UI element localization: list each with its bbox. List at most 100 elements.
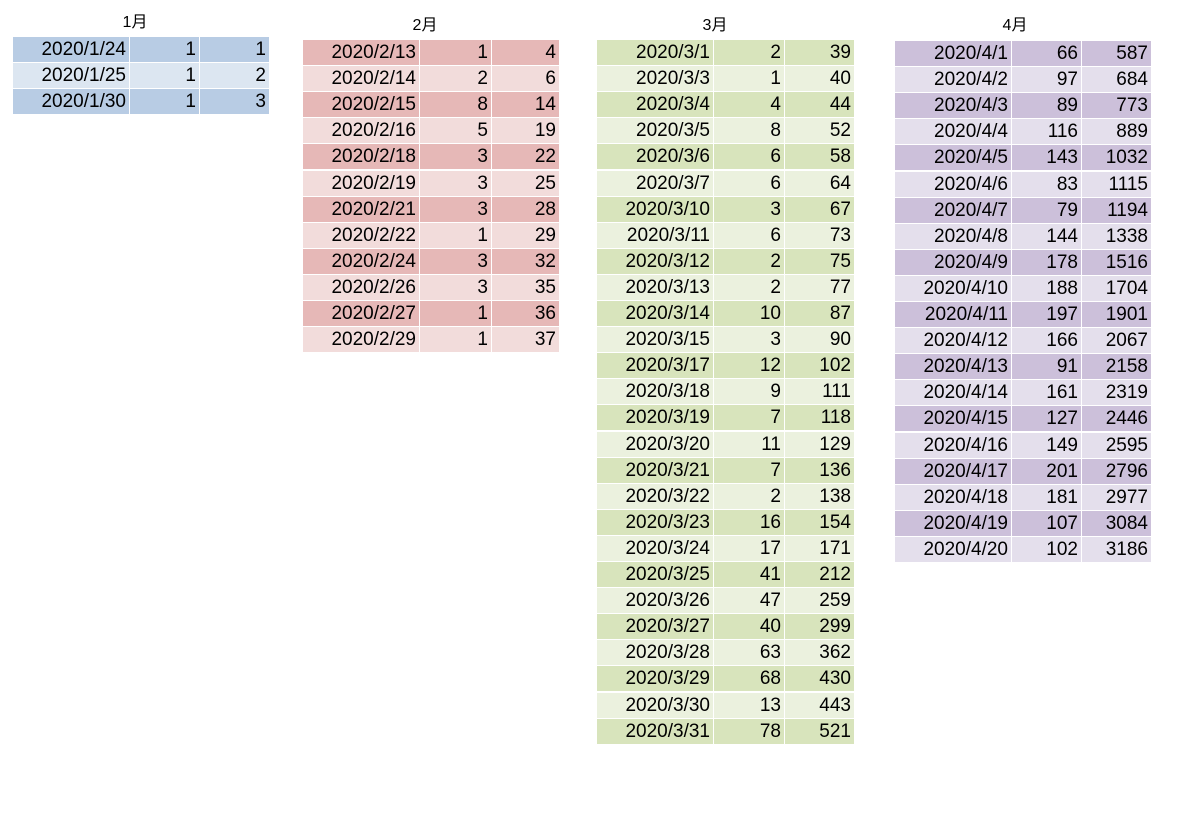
total-count-cell: 2067 (1082, 328, 1152, 355)
date-cell: 2020/2/15 (303, 92, 420, 119)
table-row: 2020/3/22 2 138 (597, 483, 855, 510)
total-count-cell: 67 (785, 196, 855, 223)
date-cell: 2020/4/18 (895, 484, 1012, 511)
daily-count-cell: 197 (1012, 302, 1082, 328)
daily-count-cell: 161 (1012, 380, 1082, 407)
date-cell: 2020/3/30 (597, 692, 714, 719)
daily-count-cell: 89 (1012, 93, 1082, 120)
total-count-cell: 171 (785, 535, 855, 562)
table-row: 2020/3/24 17 171 (597, 535, 855, 562)
date-cell: 2020/2/18 (303, 144, 420, 171)
date-cell: 2020/4/14 (895, 380, 1012, 407)
table-row: 2020/3/13 2 77 (597, 274, 855, 301)
total-count-cell: 6 (492, 66, 560, 93)
daily-count-cell: 9 (714, 379, 785, 406)
total-count-cell: 52 (785, 118, 855, 145)
table-row: 2020/4/16 149 2595 (895, 432, 1152, 459)
date-cell: 2020/4/17 (895, 458, 1012, 485)
total-count-cell: 3 (200, 89, 270, 116)
daily-count-cell: 91 (1012, 354, 1082, 381)
date-cell: 2020/3/20 (597, 431, 714, 458)
daily-count-cell: 2 (714, 248, 785, 275)
date-cell: 2020/4/8 (895, 223, 1012, 250)
total-count-cell: 35 (492, 274, 560, 301)
total-count-cell: 64 (785, 170, 855, 197)
date-cell: 2020/1/24 (13, 37, 130, 63)
daily-count-cell: 3 (420, 144, 492, 171)
daily-count-cell: 1 (130, 89, 200, 116)
date-cell: 2020/3/28 (597, 640, 714, 667)
table-row: 2020/4/13 91 2158 (895, 354, 1152, 381)
table-row: 2020/3/30 13 443 (597, 692, 855, 719)
total-count-cell: 19 (492, 118, 560, 145)
table-row: 2020/3/14 10 87 (597, 301, 855, 327)
total-count-cell: 36 (492, 301, 560, 327)
table-row: 2020/4/11 197 1901 (895, 302, 1152, 328)
total-count-cell: 102 (785, 353, 855, 380)
table-row: 2020/2/24 3 32 (303, 248, 560, 275)
daily-count-cell: 178 (1012, 249, 1082, 276)
date-cell: 2020/2/26 (303, 274, 420, 301)
daily-count-cell: 68 (714, 666, 785, 693)
date-cell: 2020/4/3 (895, 93, 1012, 120)
table-row: 2020/3/21 7 136 (597, 457, 855, 484)
date-cell: 2020/3/23 (597, 509, 714, 536)
total-count-cell: 138 (785, 483, 855, 510)
daily-count-cell: 2 (420, 66, 492, 93)
date-cell: 2020/2/21 (303, 196, 420, 223)
date-cell: 2020/4/19 (895, 510, 1012, 537)
date-cell: 2020/4/5 (895, 145, 1012, 172)
date-cell: 2020/3/11 (597, 222, 714, 249)
daily-count-cell: 3 (420, 170, 492, 197)
date-cell: 2020/3/6 (597, 144, 714, 171)
total-count-cell: 1 (200, 37, 270, 63)
daily-count-cell: 40 (714, 614, 785, 641)
total-count-cell: 521 (785, 718, 855, 745)
date-cell: 2020/3/18 (597, 379, 714, 406)
date-cell: 2020/3/17 (597, 353, 714, 380)
date-cell: 2020/3/13 (597, 274, 714, 301)
table-row: 2020/1/30 1 3 (13, 89, 270, 116)
total-count-cell: 2158 (1082, 354, 1152, 381)
date-cell: 2020/3/7 (597, 170, 714, 197)
total-count-cell: 362 (785, 640, 855, 667)
total-count-cell: 40 (785, 66, 855, 93)
date-cell: 2020/4/15 (895, 406, 1012, 433)
total-count-cell: 37 (492, 327, 560, 354)
date-cell: 2020/3/15 (597, 327, 714, 354)
daily-count-cell: 12 (714, 353, 785, 380)
total-count-cell: 2 (200, 63, 270, 90)
total-count-cell: 44 (785, 92, 855, 119)
date-cell: 2020/2/14 (303, 66, 420, 93)
total-count-cell: 111 (785, 379, 855, 406)
daily-count-cell: 4 (714, 92, 785, 119)
table-title: 3月 (702, 17, 728, 34)
daily-count-cell: 2 (714, 483, 785, 510)
total-count-cell: 90 (785, 327, 855, 354)
daily-count-cell: 1 (420, 40, 492, 66)
total-count-cell: 299 (785, 614, 855, 641)
total-count-cell: 4 (492, 40, 560, 66)
table-row: 2020/2/13 1 4 (303, 40, 560, 66)
date-cell: 2020/2/16 (303, 118, 420, 145)
date-cell: 2020/2/22 (303, 222, 420, 249)
table-row: 2020/4/8 144 1338 (895, 223, 1152, 250)
daily-count-cell: 149 (1012, 432, 1082, 459)
table-row: 2020/3/11 6 73 (597, 222, 855, 249)
date-cell: 2020/3/19 (597, 405, 714, 432)
daily-count-cell: 6 (714, 144, 785, 171)
table-row: 2020/4/2 97 684 (895, 67, 1152, 94)
total-count-cell: 75 (785, 248, 855, 275)
date-cell: 2020/4/12 (895, 328, 1012, 355)
table-title: 4月 (1002, 17, 1028, 34)
date-cell: 2020/3/24 (597, 535, 714, 562)
total-count-cell: 3186 (1082, 536, 1152, 563)
daily-count-cell: 1 (130, 37, 200, 63)
table-row: 2020/3/7 6 64 (597, 170, 855, 197)
table-row: 2020/2/21 3 28 (303, 196, 560, 223)
daily-count-cell: 1 (420, 301, 492, 327)
total-count-cell: 73 (785, 222, 855, 249)
total-count-cell: 118 (785, 405, 855, 432)
daily-count-cell: 6 (714, 170, 785, 197)
daily-count-cell: 181 (1012, 484, 1082, 511)
